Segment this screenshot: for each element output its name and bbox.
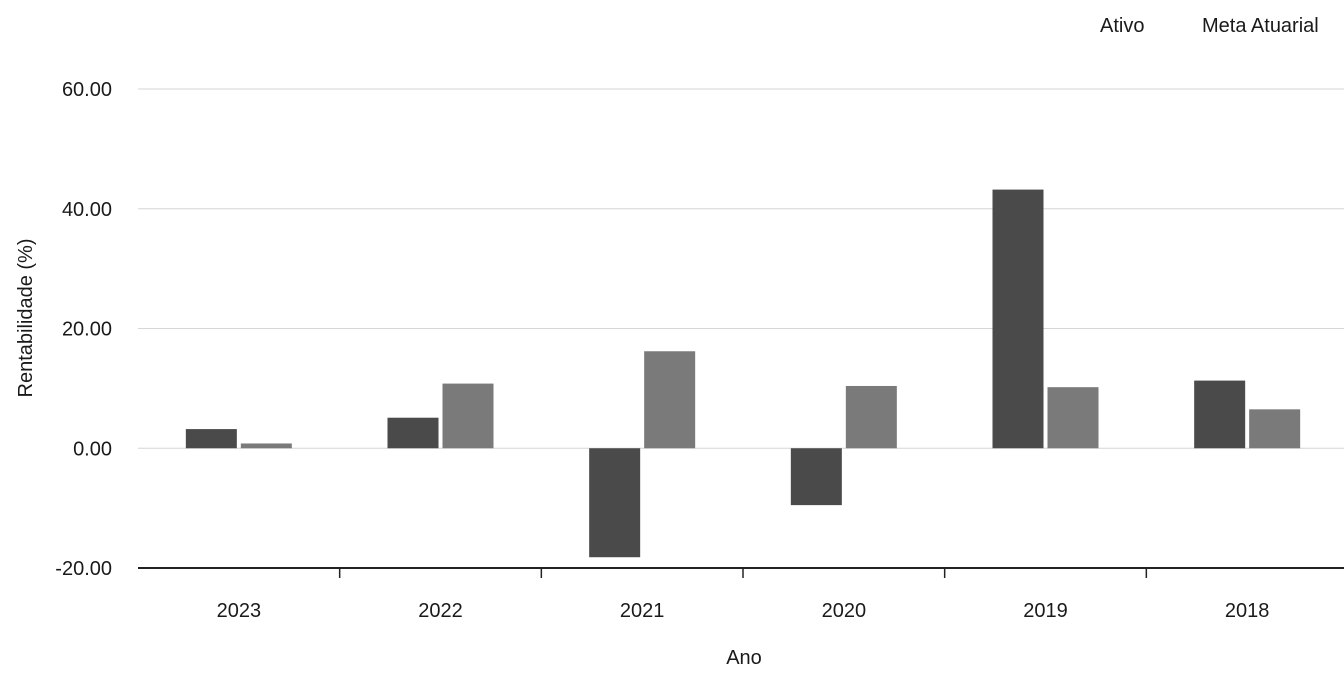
gridlines [138,88,1344,449]
bar-meta-atuarial-2018 [1249,409,1301,449]
x-axis-title: Ano [726,647,762,669]
legend-label-meta-atuarial: Meta Atuarial [1202,15,1319,37]
x-tick-label: 2018 [1225,600,1270,622]
legend-label-ativo: Ativo [1100,15,1144,37]
bar-ativo-2020 [790,448,842,506]
legend: Ativo Meta Atuarial [1100,15,1319,37]
y-tick-label: 60.00 [62,79,112,101]
y-axis-tick-labels: -20.00 0.00 20.00 40.00 60.00 [55,79,112,580]
x-tick-label: 2020 [822,600,867,622]
bar-ativo-2022 [387,417,439,449]
bar-ativo-2019 [992,189,1044,449]
x-axis [138,567,1344,578]
y-tick-label: 40.00 [62,199,112,221]
y-tick-label: 0.00 [73,438,112,460]
x-tick-label: 2021 [620,600,665,622]
bar-ativo-2018 [1194,380,1246,449]
x-tick-label: 2019 [1023,600,1068,622]
bar-ativo-2021 [589,448,641,558]
bar-meta-atuarial-2022 [442,383,494,449]
bar-ativo-2023 [185,429,237,449]
y-axis-title: Rentabilidade (%) [15,239,37,398]
bar-meta-atuarial-2020 [845,385,897,449]
bar-meta-atuarial-2021 [644,351,696,449]
bar-meta-atuarial-2019 [1047,387,1099,449]
bars [185,189,1301,558]
bar-meta-atuarial-2023 [240,443,292,449]
x-tick-label: 2022 [418,600,463,622]
x-axis-tick-labels: 2023 2022 2021 2020 2019 2018 [217,600,1270,622]
y-tick-label: 20.00 [62,319,112,341]
x-tick-label: 2023 [217,600,262,622]
y-tick-label: -20.00 [55,558,112,580]
